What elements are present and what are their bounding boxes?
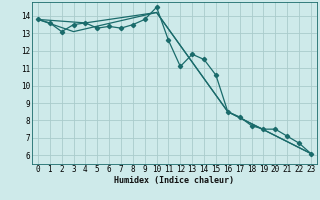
X-axis label: Humidex (Indice chaleur): Humidex (Indice chaleur) xyxy=(115,176,234,185)
